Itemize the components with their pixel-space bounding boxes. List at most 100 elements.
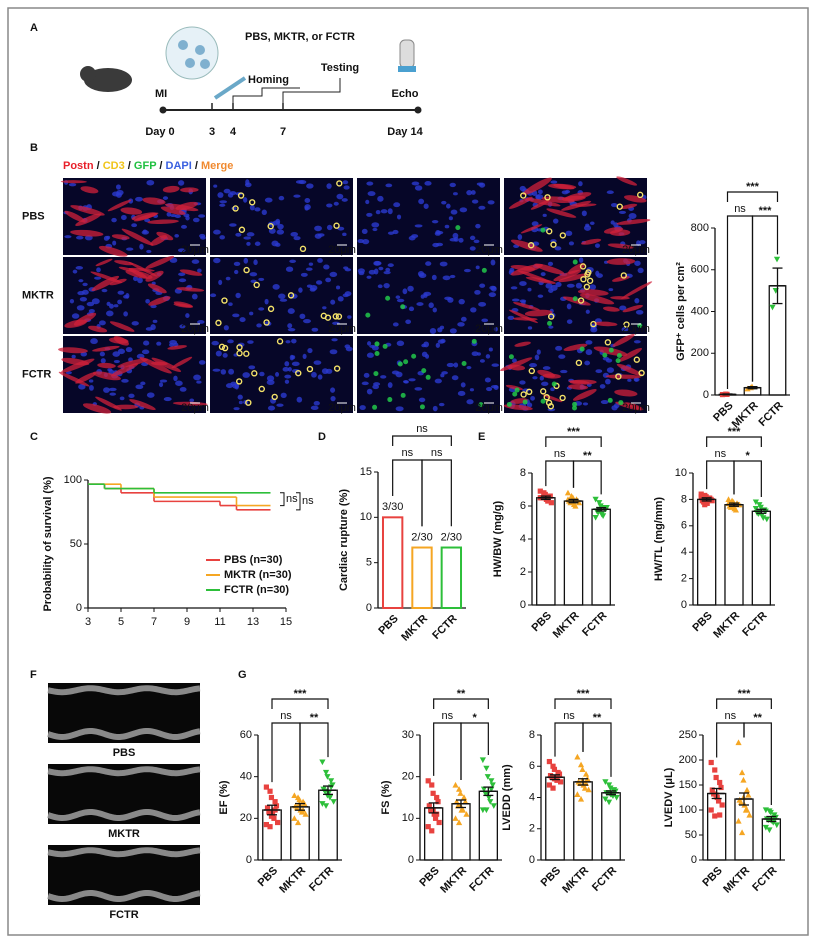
y-tick-label: 8 — [520, 467, 526, 479]
nucleus — [304, 198, 311, 204]
nucleus — [582, 402, 589, 406]
nucleus — [369, 344, 376, 348]
data-point — [487, 799, 494, 805]
data-point — [319, 759, 326, 766]
nucleus — [166, 211, 172, 217]
nucleus — [101, 288, 108, 293]
nucleus — [274, 242, 281, 247]
data-point — [572, 502, 579, 509]
nucleus — [362, 239, 370, 245]
nucleus — [211, 340, 219, 346]
nucleus — [634, 260, 641, 266]
nucleus — [565, 230, 573, 237]
nucleus — [566, 303, 572, 310]
significance-label: ns — [402, 447, 414, 459]
nucleus — [146, 249, 152, 254]
nucleus — [599, 384, 606, 389]
nucleus — [243, 236, 252, 240]
significance-label: ns — [563, 710, 575, 722]
row-label: MKTR — [22, 289, 54, 301]
timeline-day: Day 0 — [145, 126, 174, 138]
nucleus — [610, 202, 618, 208]
nucleus — [179, 324, 186, 329]
postn-stain — [553, 269, 582, 282]
nucleus — [536, 349, 541, 355]
data-point — [605, 782, 613, 789]
nucleus — [437, 327, 443, 333]
nucleus — [139, 243, 144, 250]
data-point — [717, 779, 723, 786]
gfp-cell — [400, 392, 406, 398]
nucleus — [444, 224, 450, 229]
postn-stain — [147, 283, 167, 294]
nucleus — [366, 181, 374, 186]
nucleus — [627, 378, 632, 382]
scale-bar-label: 20μm — [328, 323, 356, 335]
nucleus — [123, 294, 129, 299]
data-point — [291, 815, 298, 821]
data-point — [564, 489, 572, 496]
nucleus — [152, 319, 158, 323]
nucleus — [296, 396, 303, 403]
gfp-cell — [373, 371, 379, 377]
nucleus — [432, 307, 437, 313]
data-point — [457, 790, 464, 796]
nucleus — [408, 378, 416, 382]
data-point — [479, 757, 486, 764]
y-tick-label: 0 — [703, 389, 709, 401]
y-tick-label: 400 — [691, 305, 709, 317]
nucleus — [478, 205, 486, 210]
nucleus — [156, 341, 162, 346]
nucleus — [89, 385, 94, 391]
nucleus — [146, 179, 155, 186]
data-point — [738, 769, 746, 776]
data-point — [712, 813, 718, 819]
nucleus — [471, 351, 479, 357]
postn-stain — [92, 371, 121, 381]
y-tick-label: 5 — [366, 557, 372, 569]
nucleus — [326, 224, 333, 231]
nucleus — [313, 360, 322, 365]
nucleus — [365, 199, 370, 205]
nucleus — [326, 203, 333, 208]
nucleus — [78, 279, 84, 283]
nucleus — [120, 214, 127, 221]
nucleus — [276, 403, 284, 407]
postn-stain — [510, 263, 544, 276]
postn-stain — [80, 186, 99, 194]
nucleus — [466, 366, 472, 370]
data-point — [766, 827, 773, 834]
nucleus — [475, 265, 480, 270]
postn-stain — [142, 197, 166, 205]
cd3-cell — [253, 281, 260, 289]
y-tick-label: 0 — [366, 602, 372, 614]
postn-stain — [75, 213, 102, 227]
y-axis-label: GFP⁺ cells per cm² — [675, 262, 687, 361]
y-tick-label: 600 — [691, 264, 709, 276]
data-point — [463, 811, 470, 817]
nucleus — [451, 375, 459, 381]
x-tick-label: 5 — [118, 616, 124, 628]
nucleus — [560, 369, 568, 374]
cd3-cell — [320, 312, 327, 320]
postn-stain — [558, 273, 590, 283]
significance-bracket — [706, 460, 735, 495]
significance-label: ns — [734, 203, 746, 215]
nucleus — [383, 282, 390, 289]
scale-bar-label: 20μm — [622, 402, 650, 414]
nucleus — [481, 318, 489, 323]
postn-stain — [70, 205, 105, 216]
gfp-cell — [572, 296, 578, 302]
postn-stain — [117, 358, 148, 368]
nucleus — [535, 193, 544, 200]
nucleus — [311, 327, 319, 332]
cd3-cell — [271, 393, 278, 401]
nucleus — [403, 380, 409, 384]
nucleus — [68, 183, 77, 187]
nucleus — [459, 207, 468, 213]
nucleus — [140, 381, 146, 386]
nucleus — [213, 257, 221, 264]
nucleus — [76, 235, 84, 240]
nucleus — [88, 379, 94, 383]
x-tick-label: 3 — [85, 616, 91, 628]
